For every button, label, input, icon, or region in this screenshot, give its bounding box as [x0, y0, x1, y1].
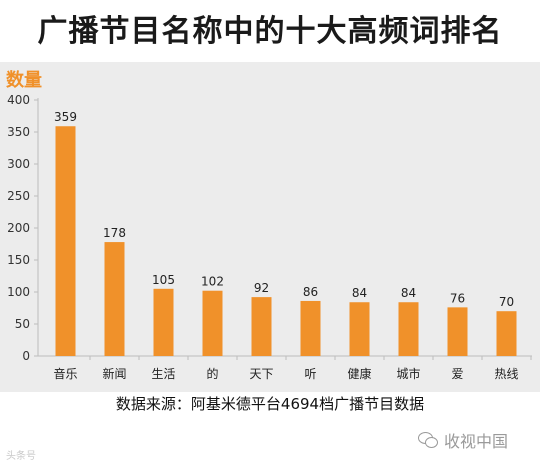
- bar-value-label: 359: [54, 110, 77, 124]
- bar-value-label: 178: [103, 226, 126, 240]
- x-tick-label: 健康: [347, 366, 371, 381]
- bar-value-label: 84: [401, 286, 416, 300]
- bar: [251, 297, 272, 356]
- watermark-left: 头条号: [6, 451, 36, 462]
- wechat-icon: [418, 432, 438, 448]
- bar: [447, 307, 468, 356]
- chart-title: 广播节目名称中的十大高频词排名: [37, 14, 503, 49]
- bar: [398, 302, 419, 356]
- bar-value-label: 102: [201, 275, 224, 289]
- x-tick-label: 生活: [151, 367, 175, 381]
- x-tick-label: 的: [206, 366, 218, 381]
- y-tick-label: 50: [15, 317, 30, 331]
- x-tick-label: 热线: [494, 367, 518, 381]
- x-tick-label: 音乐: [53, 366, 77, 381]
- bar: [153, 288, 174, 356]
- bar-chart: 0 50 100 150 200 250 300 350 400 359 音乐 178 新闻 105 生活 1…: [7, 93, 532, 381]
- y-tick-label: 0: [22, 349, 30, 363]
- bar-value-label: 86: [303, 285, 318, 299]
- y-tick-label: 200: [7, 221, 30, 235]
- y-axis-label: 数量: [6, 70, 42, 91]
- bar-value-label: 76: [450, 291, 465, 305]
- bar: [349, 302, 370, 356]
- bar: [55, 126, 76, 357]
- bar-value-label: 105: [152, 273, 175, 287]
- bar-value-label: 70: [499, 295, 514, 309]
- x-tick-label: 天下: [249, 367, 273, 381]
- bar-value-label: 84: [352, 286, 367, 300]
- x-tick-label: 新闻: [102, 366, 126, 381]
- x-tick-label: 爱: [451, 367, 463, 381]
- chart-labels: 0 50 100 150 200 250 300 350 400 359 音乐 178 新闻 105 生活 1…: [7, 93, 518, 381]
- watermark-right-text: 收视中国: [444, 432, 509, 451]
- y-tick-label: 250: [7, 189, 30, 203]
- bar: [496, 311, 517, 356]
- bar: [300, 300, 321, 356]
- bar: [202, 290, 223, 356]
- bar-value-label: 92: [254, 281, 269, 295]
- x-tick-label: 城市: [396, 366, 420, 381]
- y-tick-label: 150: [7, 253, 30, 267]
- watermark-right: 收视中国: [418, 428, 508, 452]
- y-tick-label: 350: [7, 125, 30, 139]
- data-source-note: 数据来源：阿基米德平台4694档广播节目数据: [115, 395, 425, 413]
- y-tick-label: 400: [7, 93, 30, 107]
- x-tick-label: 听: [304, 367, 316, 381]
- bar: [104, 242, 125, 356]
- y-tick-label: 100: [7, 285, 30, 299]
- y-tick-label: 300: [7, 157, 30, 171]
- chart-bars: [55, 126, 517, 357]
